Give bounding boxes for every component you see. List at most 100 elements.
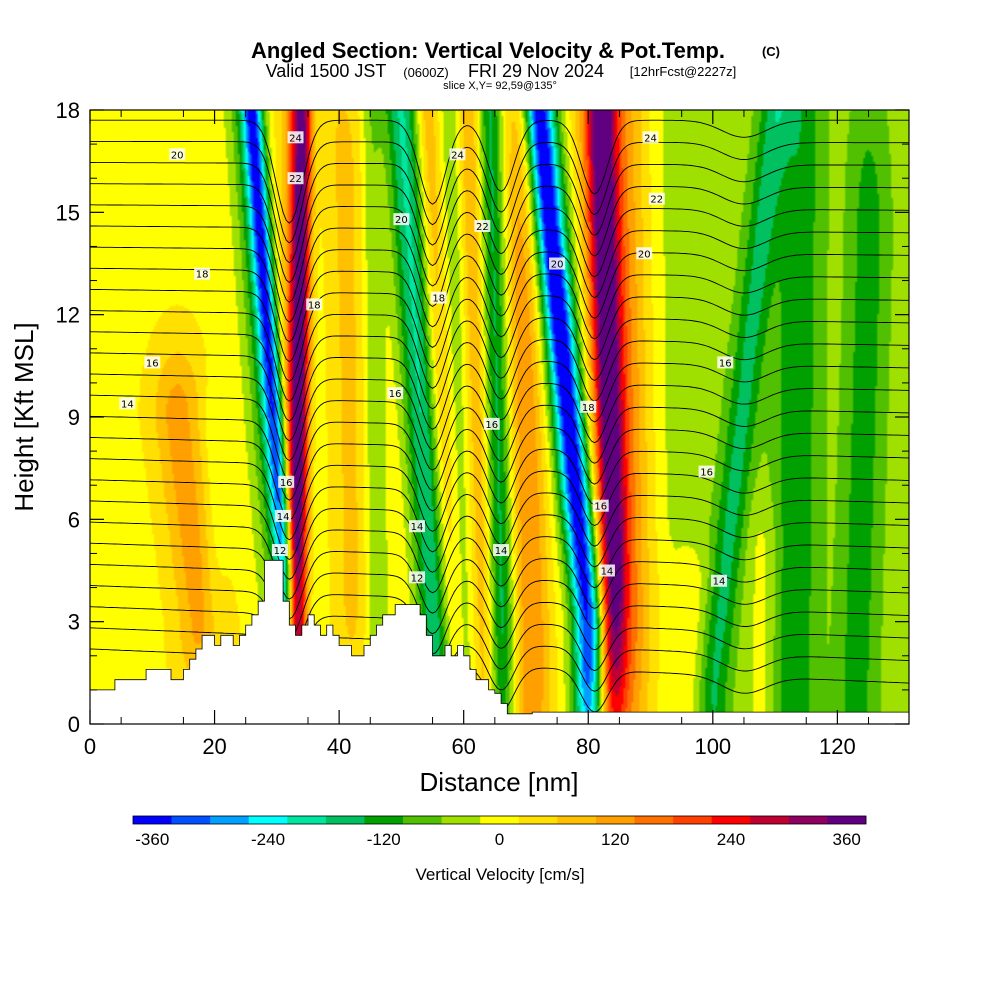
contour-label: 16	[698, 465, 715, 479]
contour-label-text: 18	[308, 300, 321, 311]
contour-label: 14	[493, 544, 510, 557]
chart-title-suffix: (C)	[762, 44, 780, 59]
colorbar-label: Vertical Velocity [cm/s]	[415, 865, 584, 884]
plot-area: 20 18 16 14 24 22 18 16 14 12 24 20 22 18 16 14 12 16 14 20…	[89, 109, 910, 725]
contour-label-text: 16	[700, 468, 713, 479]
x-tick-label: 40	[327, 734, 351, 759]
contour-label-text: 16	[719, 358, 732, 369]
x-tick-label: 20	[202, 734, 226, 759]
contour-label: 16	[717, 356, 734, 369]
isentrope-line	[90, 542, 909, 620]
colorbar-swatch	[364, 816, 404, 824]
chart-title: Angled Section: Vertical Velocity & Pot.…	[251, 38, 725, 63]
contour-label: 16	[483, 417, 500, 431]
y-tick-label: 9	[68, 405, 80, 430]
colorbar-tick-label: 240	[717, 830, 745, 849]
isentrope-line	[90, 458, 909, 541]
colorbar-tick-label: -240	[251, 830, 285, 849]
isentrope-line	[90, 627, 909, 699]
colorbar-swatch	[480, 816, 520, 824]
subtitle-valid: Valid 1500 JST	[266, 61, 387, 81]
colorbar-swatch	[248, 816, 288, 824]
contour-label: 18	[580, 400, 597, 414]
colorbar-tick-label: -120	[367, 830, 401, 849]
isentrope-line	[90, 246, 909, 343]
potential-temperature-contours	[90, 119, 909, 719]
contour-label-text: 14	[411, 522, 424, 533]
isentrope-line	[90, 394, 909, 481]
y-tick-label: 6	[68, 507, 80, 532]
subtitle-forecast: [12hrFcst@2227z]	[630, 64, 736, 79]
colorbar-swatch	[403, 816, 442, 824]
contour-label-text: 14	[277, 512, 290, 523]
x-axis: 0 20 40 60 80 100 120	[84, 110, 870, 759]
x-axis-label: Distance [nm]	[420, 767, 579, 797]
contour-label: 12	[271, 544, 288, 557]
colorbar-swatch	[287, 816, 327, 824]
contour-label: 20	[169, 148, 186, 161]
contour-label: 16	[278, 475, 295, 489]
contour-label-text: 22	[476, 222, 489, 233]
contour-label: 14	[275, 509, 292, 523]
contour-label: 20	[393, 213, 410, 226]
contour-label: 14	[711, 574, 728, 588]
title-block: Angled Section: Vertical Velocity & Pot.…	[251, 38, 780, 92]
colorbar-tick-label: 360	[833, 830, 861, 849]
colorbar-swatch	[634, 816, 674, 824]
contour-label-text: 22	[650, 195, 663, 206]
subtitle-date: FRI 29 Nov 2024	[468, 61, 604, 81]
isentrope-line	[90, 585, 909, 660]
contour-label-text: 18	[432, 294, 445, 305]
y-axis: 0 3 6 9 12 15 18	[56, 98, 909, 737]
x-tick-label: 0	[84, 734, 96, 759]
slice-info: slice X,Y= 92,59@135°	[443, 80, 557, 92]
contour-label: 20	[549, 257, 566, 271]
contour-label-text: 16	[280, 478, 293, 489]
isentrope-line	[90, 183, 909, 284]
isentrope-line	[90, 563, 909, 640]
contour-label-text: 24	[289, 133, 302, 144]
isentrope-line	[90, 479, 909, 561]
subtitle-zulu: (0600Z)	[403, 65, 449, 80]
contour-label-text: 18	[582, 403, 595, 414]
colorbar: -360 -240 -120 0 120 240 360	[132, 815, 867, 849]
contour-label-text: 22	[289, 174, 302, 185]
isentrope-line	[90, 331, 909, 422]
contour-label-text: 16	[146, 358, 159, 369]
colorbar-swatch	[441, 816, 481, 824]
contour-label: 14	[598, 564, 615, 578]
isentrope-line	[90, 500, 909, 580]
isentrope-line	[90, 415, 909, 501]
colorbar-swatch	[133, 816, 172, 824]
contour-label-text: 14	[713, 577, 726, 588]
colorbar-swatch	[557, 816, 597, 824]
contour-label-text: 18	[196, 270, 209, 281]
isentrope-line	[90, 267, 909, 363]
contour-label-text: 14	[495, 546, 508, 557]
contour-label-text: 16	[594, 502, 607, 513]
colorbar-tick-label: 0	[495, 830, 504, 849]
contour-label-text: 14	[601, 567, 614, 578]
colorbar-swatch	[788, 816, 828, 824]
colorbar-swatch	[171, 816, 211, 824]
x-tick-label: 100	[694, 734, 731, 759]
contour-label: 24	[449, 148, 466, 161]
contour-label-text: 20	[551, 260, 564, 271]
isentrope-line	[90, 140, 909, 244]
contour-label-text: 12	[274, 546, 287, 557]
contour-label: 18	[430, 291, 447, 305]
colorbar-swatch	[711, 816, 751, 824]
colorbar-tick-label: 120	[601, 830, 629, 849]
y-tick-label: 0	[68, 712, 80, 737]
y-tick-label: 12	[56, 303, 80, 328]
contour-label-text: 16	[485, 420, 498, 431]
y-axis-label: Height [Kft MSL]	[9, 322, 39, 511]
contour-label-text: 16	[389, 389, 402, 400]
contour-label-text: 20	[395, 215, 408, 226]
colorbar-swatch	[325, 816, 365, 824]
colorbar-frame	[132, 815, 867, 825]
contour-label: 18	[194, 267, 211, 281]
isentrope-line	[90, 606, 909, 679]
colorbar-tick-label: -360	[135, 830, 169, 849]
